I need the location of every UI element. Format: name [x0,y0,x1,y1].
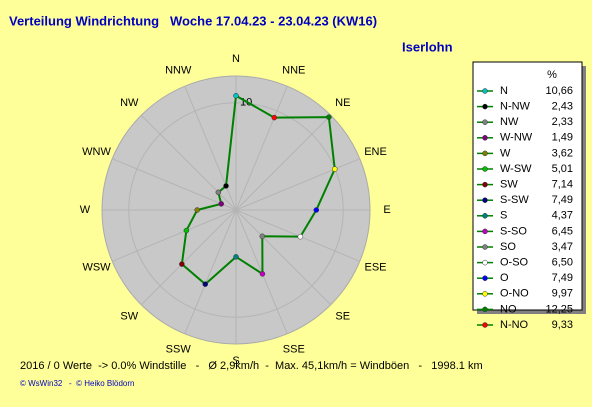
direction-label: NNW [165,64,192,76]
legend-marker [482,275,488,281]
direction-label: WSW [82,262,111,274]
legend-value: 6,45 [552,225,573,237]
legend-marker [482,135,488,141]
direction-label: NW [120,97,139,109]
direction-label: SE [335,311,350,323]
legend-marker [482,166,488,172]
direction-label: N [232,53,240,65]
legend-marker [482,259,488,266]
radar-point [259,271,266,277]
radar-point [259,233,266,240]
legend-value: 10,66 [545,85,573,97]
legend-value: 5,01 [552,163,573,175]
radar-point [233,254,239,260]
legend-label: W-SW [500,163,532,175]
radar-point [202,281,209,287]
legend-label: S [500,210,507,222]
legend-label: SW [500,179,518,191]
legend-marker [482,306,488,313]
radar-point [194,207,200,213]
legend-value: 9,33 [552,319,573,331]
spoke [235,86,288,211]
spoke [112,209,237,262]
legend-label: O [500,272,509,284]
legend-label: NO [500,303,517,315]
legend-value: 7,14 [552,179,573,191]
legend-title: % [547,69,557,81]
legend-marker [482,103,488,110]
radar-point [331,166,338,172]
direction-label: ESE [364,262,386,274]
legend-label: O-NO [500,288,529,300]
legend-marker [482,228,488,235]
legend-marker [482,88,488,94]
legend-label: NW [500,116,519,128]
legend-value: 3,47 [552,241,573,253]
legend-label: N-NW [500,101,531,113]
legend-marker [482,119,488,125]
legend-marker [482,291,488,297]
legend-label: N-NO [500,319,529,331]
legend-marker [482,150,488,157]
legend-label: S-SO [500,225,527,237]
radar-point [313,207,320,213]
legend-value: 3,62 [552,147,573,159]
direction-label: SSE [283,343,305,355]
radar-point [326,114,332,120]
spoke [235,158,360,211]
radar-point [271,114,278,121]
spoke [112,158,237,211]
direction-label: NNE [282,64,305,76]
radar-point [223,183,229,189]
legend-marker [482,181,488,188]
legend-marker [482,244,488,250]
direction-label: SSW [166,343,192,355]
radar-point [297,233,304,240]
direction-label: S [232,355,239,367]
direction-label: NE [335,97,350,109]
legend-value: 1,49 [552,132,573,144]
chart-subtitle: Iserlohn [402,39,453,54]
direction-label: ENE [364,146,387,158]
legend-label: N [500,85,508,97]
direction-label: E [383,204,390,216]
legend-value: 4,37 [552,210,573,222]
spoke [140,209,237,306]
legend-label: W [500,147,511,159]
legend-marker [482,197,488,203]
legend-marker [482,213,488,219]
legend-label: W-NW [500,132,533,144]
radar-point [218,201,224,207]
direction-label: SW [120,311,138,323]
radar-point [233,92,239,99]
legend-value: 12,25 [545,303,573,315]
legend-value: 7,49 [552,272,573,284]
radar-point [215,189,222,196]
spoke [184,209,237,334]
legend-value: 9,97 [552,288,573,300]
direction-label: WNW [82,146,111,158]
radar-point [179,261,185,267]
spoke [235,114,332,211]
spoke [235,209,332,306]
radar-point [183,227,190,234]
legend-marker [482,322,488,328]
spoke [184,86,237,211]
legend-label: O-SO [500,257,529,269]
chart-title: Verteilung Windrichtung Woche 17.04.23 -… [9,13,377,28]
legend-value: 2,43 [552,101,573,113]
legend-box [472,61,583,311]
legend-value: 7,49 [552,194,573,206]
footer-credits: © WsWin32 - © Heiko Blödorn [20,379,135,388]
direction-label: W [80,204,91,216]
footer-stats: 2016 / 0 Werte -> 0.0% Windstille - Ø 2,… [20,360,483,372]
legend-label: S-SW [500,194,529,206]
legend-value: 6,50 [552,257,573,269]
legend-label: SO [500,241,516,253]
legend-value: 2,33 [552,116,573,128]
